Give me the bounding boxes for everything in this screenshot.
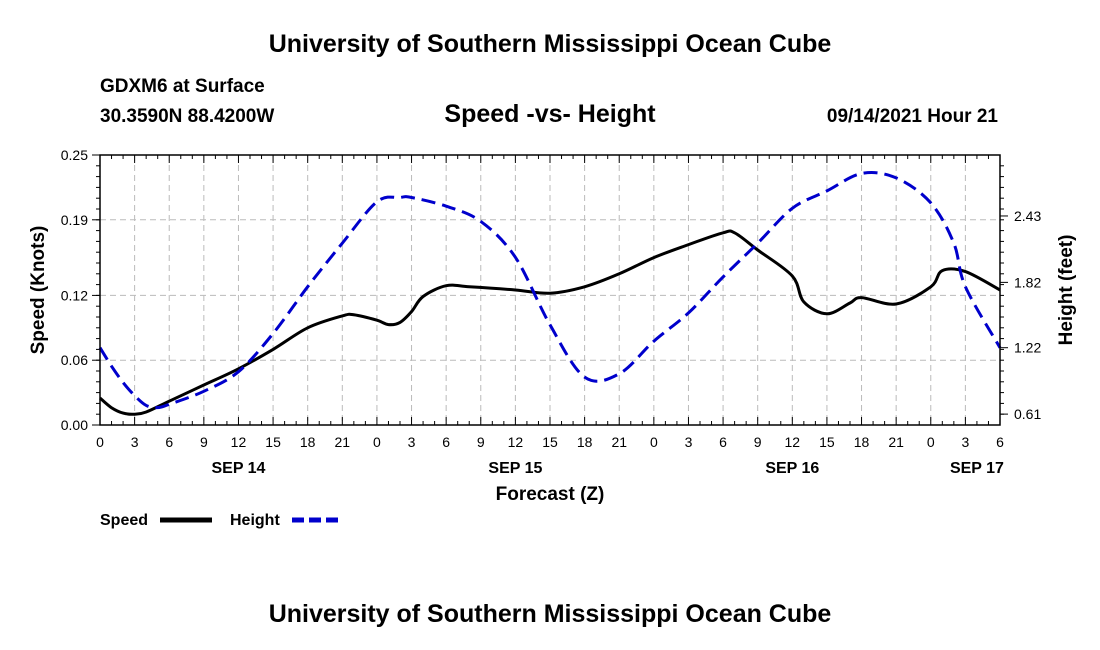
y-tick-label: 0.12 [61,287,88,303]
chart-title: Speed -vs- Height [444,100,656,128]
legend: Speed Height [100,512,342,529]
y-tick-label: 0.06 [61,352,88,368]
date-label: SEP 14 [211,460,265,477]
x-tick-label: 6 [719,434,727,450]
x-tick-label: 6 [996,434,1004,450]
series-line-speed [99,229,1001,416]
x-tick-label: 3 [685,434,693,450]
grid-lines [100,155,1000,425]
x-tick-label: 9 [200,434,208,450]
x-tick-label: 6 [442,434,450,450]
y-axis-label: Speed (Knots) [28,226,49,355]
x-tick-label: 9 [754,434,762,450]
y-tick-label: 0.00 [61,417,88,433]
y2-tick-label: 2.43 [1014,208,1041,224]
legend-label-height: Height [230,512,280,529]
x-tick-label: 15 [819,434,835,450]
y2-axis-label: Height (feet) [1056,235,1077,346]
y2-tick-label: 1.22 [1014,340,1041,356]
x-tick-label: 0 [650,434,658,450]
x-tick-label: 18 [577,434,593,450]
y-tick-label: 0.19 [61,212,88,228]
x-tick-label: 18 [854,434,870,450]
station-coordinates: 30.3590N 88.4200W [100,106,275,127]
x-tick-label: 12 [508,434,524,450]
x-tick-label: 15 [542,434,558,450]
page-title-bottom: University of Southern Mississippi Ocean… [268,600,832,628]
date-label: SEP 15 [488,460,542,477]
x-tick-label: 0 [927,434,935,450]
station-name: GDXM6 at Surface [100,76,265,97]
x-tick-label: 0 [96,434,104,450]
page-title-top: University of Southern Mississippi Ocean… [268,30,832,58]
x-tick-label: 21 [335,434,351,450]
y2-tick-label: 0.61 [1014,406,1041,422]
axis-labels: Forecast (Z) Speed (Knots) Height (feet) [28,226,1077,505]
x-axis-label: Forecast (Z) [496,484,605,505]
x-tick-label: 3 [961,434,969,450]
series-line-height [98,171,1002,410]
x-tick-label: 6 [165,434,173,450]
series-lines [98,171,1002,416]
x-tick-label: 21 [611,434,627,450]
x-tick-label: 9 [477,434,485,450]
x-tick-label: 21 [888,434,904,450]
date-label: SEP 17 [950,460,1004,477]
legend-label-speed: Speed [100,512,148,529]
y2-tick-label: 1.82 [1014,274,1041,290]
x-tick-label: 12 [785,434,801,450]
date-label: SEP 16 [765,460,819,477]
y-tick-label: 0.25 [61,147,88,163]
x-tick-label: 3 [131,434,139,450]
x-tick-label: 18 [300,434,316,450]
x-tick-label: 12 [231,434,247,450]
forecast-datetime: 09/14/2021 Hour 21 [826,106,998,127]
plot-frame [99,154,1001,426]
axis-ticks: 0 3 6 9 12 15 18 21 0 3 6 9 12 15 18 21 0 3 6 9 12 15 18 21 0 3 6 S… [61,147,1042,477]
x-tick-label: 3 [408,434,416,450]
x-tick-label: 0 [373,434,381,450]
x-tick-label: 15 [265,434,281,450]
